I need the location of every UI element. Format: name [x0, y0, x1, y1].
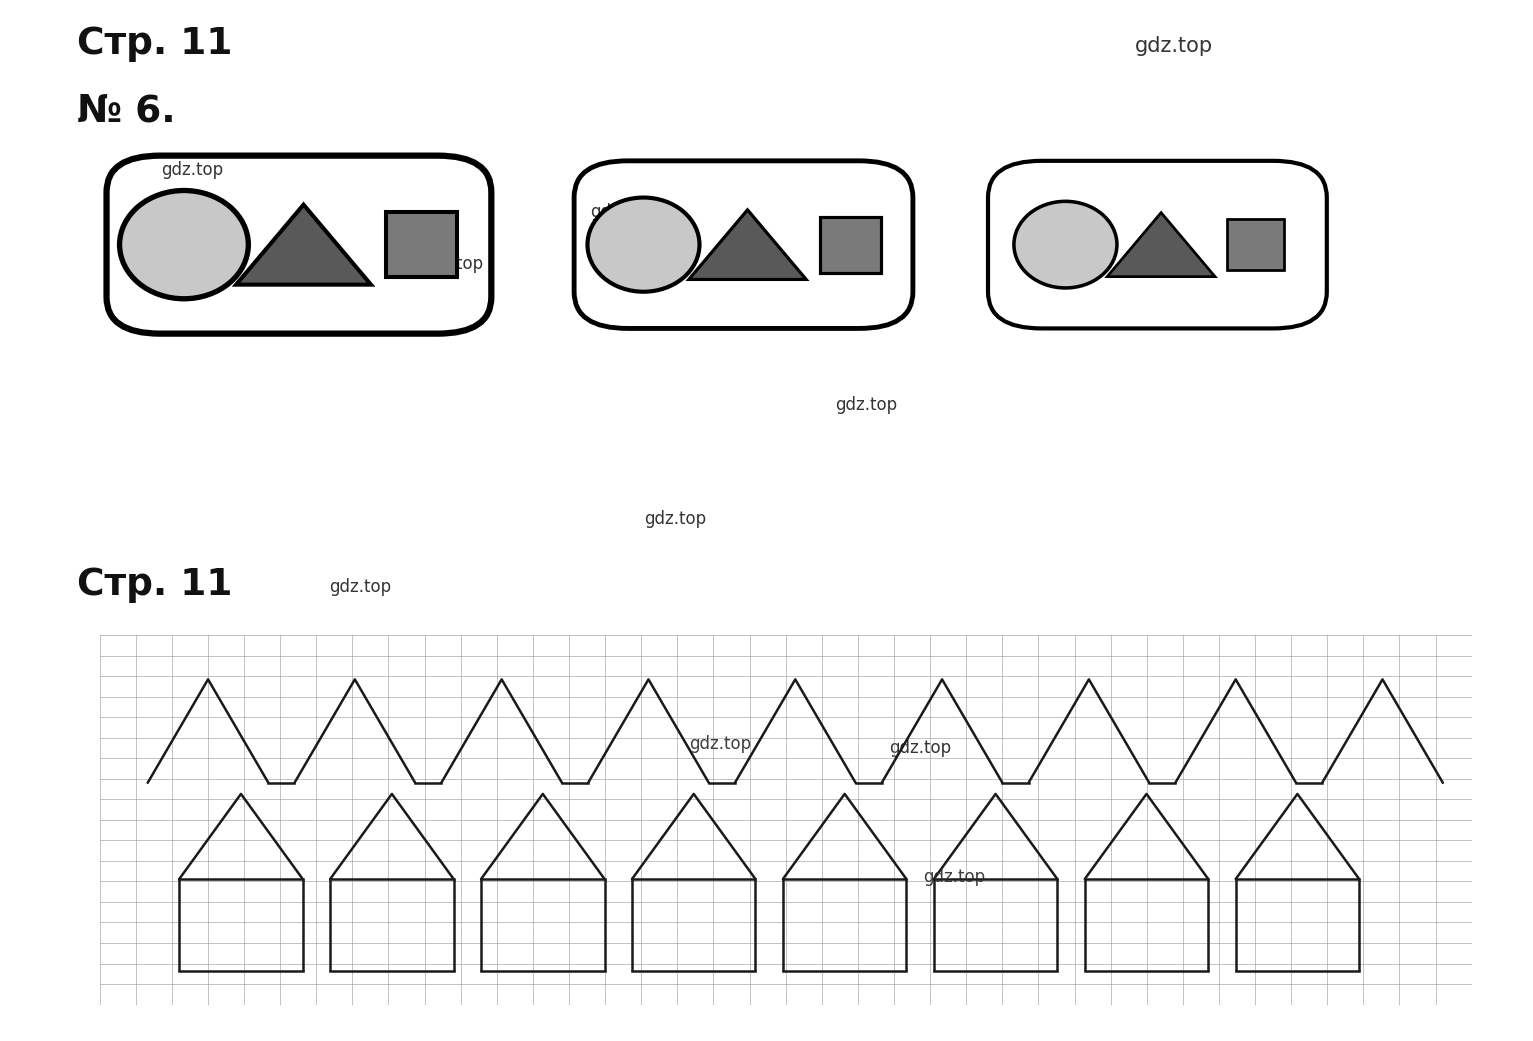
FancyBboxPatch shape	[987, 161, 1326, 329]
Polygon shape	[236, 205, 371, 284]
Text: Стр. 11: Стр. 11	[77, 567, 231, 604]
Polygon shape	[1107, 212, 1216, 277]
Text: gdz.top: gdz.top	[923, 868, 986, 886]
Text: gdz.top: gdz.top	[161, 161, 224, 179]
Text: gdz.top: gdz.top	[835, 396, 898, 413]
FancyBboxPatch shape	[107, 156, 491, 333]
Ellipse shape	[1013, 201, 1118, 288]
FancyBboxPatch shape	[386, 212, 457, 277]
Polygon shape	[688, 210, 806, 279]
Text: gdz.top: gdz.top	[1134, 36, 1213, 56]
Text: gdz.top: gdz.top	[644, 510, 707, 528]
Text: gdz.top: gdz.top	[330, 578, 392, 595]
Text: gdz.top: gdz.top	[422, 255, 484, 273]
Ellipse shape	[120, 191, 248, 299]
Text: gdz.top: gdz.top	[889, 739, 952, 757]
Ellipse shape	[587, 198, 699, 291]
Text: Стр. 11: Стр. 11	[77, 26, 231, 62]
FancyBboxPatch shape	[573, 161, 912, 329]
FancyBboxPatch shape	[1228, 219, 1283, 271]
Text: gdz.top: gdz.top	[590, 203, 653, 221]
Text: gdz.top: gdz.top	[690, 735, 751, 754]
Text: № 6.: № 6.	[77, 94, 175, 130]
FancyBboxPatch shape	[820, 217, 881, 273]
